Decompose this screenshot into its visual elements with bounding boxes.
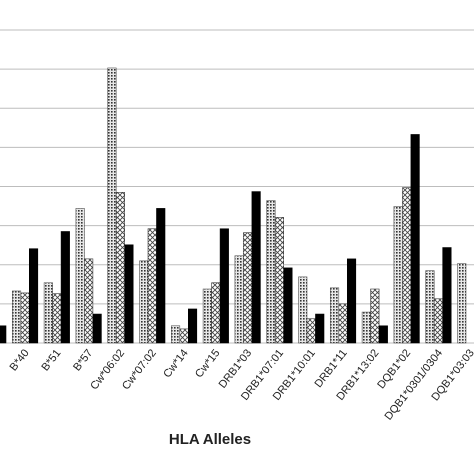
bar (52, 293, 62, 344)
bar (266, 200, 276, 344)
bar (43, 282, 53, 344)
bar (306, 318, 316, 344)
bar (156, 208, 166, 344)
bar (60, 231, 70, 344)
bar (329, 287, 340, 344)
bar (393, 206, 403, 344)
bar (410, 134, 420, 344)
bar (315, 313, 325, 344)
bar (211, 282, 221, 344)
x-tick-label: B*57 (71, 347, 95, 373)
bar (251, 191, 261, 344)
bar (298, 276, 308, 344)
bar (219, 228, 229, 344)
bar (370, 288, 380, 344)
bar (12, 290, 22, 344)
x-axis-title: HLA Alleles (169, 431, 251, 448)
bar (179, 328, 189, 344)
bar (338, 303, 348, 344)
bar (234, 255, 244, 344)
x-tick-label: Cw*14 (161, 347, 190, 380)
bar (361, 311, 371, 344)
bar (171, 325, 181, 344)
bar (0, 325, 7, 344)
bar (433, 298, 444, 344)
x-tick-label: Cw*15 (193, 347, 222, 380)
bar (92, 313, 102, 344)
bar (442, 247, 452, 344)
x-tick-label: DQB1*0301/0304 (383, 347, 446, 422)
bar (75, 208, 85, 344)
bar (107, 67, 117, 344)
bar (124, 244, 134, 344)
bar (202, 288, 212, 344)
bar (243, 232, 253, 344)
bar (188, 308, 198, 344)
x-tick-label: B*51 (39, 347, 63, 373)
bars (0, 67, 467, 344)
bar (457, 263, 467, 344)
bar (425, 270, 435, 344)
bar (274, 217, 285, 344)
bar (283, 267, 293, 344)
bar (115, 192, 125, 344)
bar (139, 260, 149, 344)
bar (84, 258, 94, 344)
bar (378, 325, 388, 344)
x-tick-label: B*40 (8, 347, 32, 373)
bar (20, 292, 30, 344)
bar (28, 248, 39, 344)
bar (402, 187, 412, 344)
bar (346, 258, 357, 344)
bar (147, 228, 157, 344)
